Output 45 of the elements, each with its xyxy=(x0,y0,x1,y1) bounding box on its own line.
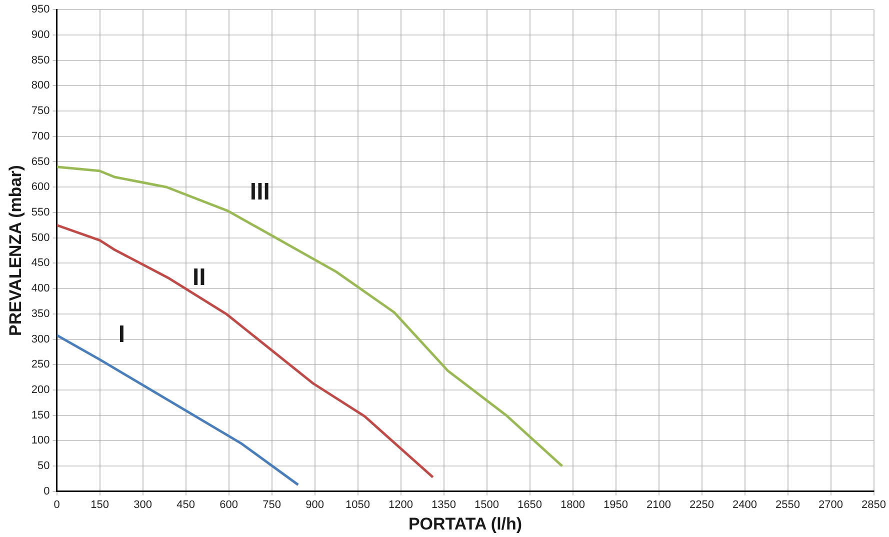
x-tick-label: 2100 xyxy=(646,499,672,512)
x-tick-label: 150 xyxy=(90,499,109,512)
y-tick-label: 100 xyxy=(31,434,50,447)
y-tick-label: 450 xyxy=(31,257,50,270)
x-tick-label: 1350 xyxy=(432,499,456,512)
y-tick-label: 400 xyxy=(31,282,50,295)
series-label: I xyxy=(118,321,126,348)
y-tick-label: 700 xyxy=(31,130,50,142)
x-tick-label: 1950 xyxy=(604,499,628,512)
x-tick-label: 300 xyxy=(134,499,152,512)
x-tick-label: 600 xyxy=(220,499,238,512)
x-tick-label: 1800 xyxy=(560,499,586,512)
y-tick-label: 350 xyxy=(31,308,50,320)
x-tick-label: 1650 xyxy=(518,499,542,512)
y-tick-label: 300 xyxy=(31,333,50,346)
x-tick-label: 1200 xyxy=(388,499,413,512)
y-tick-label: 550 xyxy=(31,206,50,218)
x-tick-label: 2850 xyxy=(862,499,886,512)
x-axis-title: PORTATA (l/h) xyxy=(408,514,522,534)
x-tick-label: 900 xyxy=(306,499,324,512)
series-label: III xyxy=(250,178,270,206)
y-tick-label: 650 xyxy=(31,156,50,168)
x-tick-label: 1500 xyxy=(474,499,499,512)
x-tick-label: 2250 xyxy=(690,499,714,512)
y-tick-label: 50 xyxy=(38,460,50,472)
y-tick-label: 150 xyxy=(31,409,50,422)
y-tick-label: 200 xyxy=(31,384,50,396)
x-tick-label: 2550 xyxy=(776,499,800,512)
y-tick-label: 750 xyxy=(31,105,50,118)
y-tick-label: 950 xyxy=(31,4,50,16)
y-tick-label: 800 xyxy=(31,80,50,92)
y-tick-label: 250 xyxy=(31,358,50,371)
x-tick-label: 2700 xyxy=(818,499,844,512)
y-tick-label: 0 xyxy=(44,485,50,498)
x-tick-label: 450 xyxy=(176,499,195,512)
y-tick-label: 600 xyxy=(31,181,50,194)
x-tick-label: 1050 xyxy=(346,499,370,512)
x-tick-label: 0 xyxy=(54,499,60,512)
y-tick-label: 500 xyxy=(31,232,50,244)
y-tick-label: 900 xyxy=(31,28,50,41)
x-tick-label: 750 xyxy=(262,499,281,512)
y-axis-title: PREVALENZA (mbar) xyxy=(6,165,25,336)
x-tick-label: 2400 xyxy=(732,499,758,512)
series-label: II xyxy=(192,264,206,292)
y-tick-label: 850 xyxy=(31,54,50,66)
